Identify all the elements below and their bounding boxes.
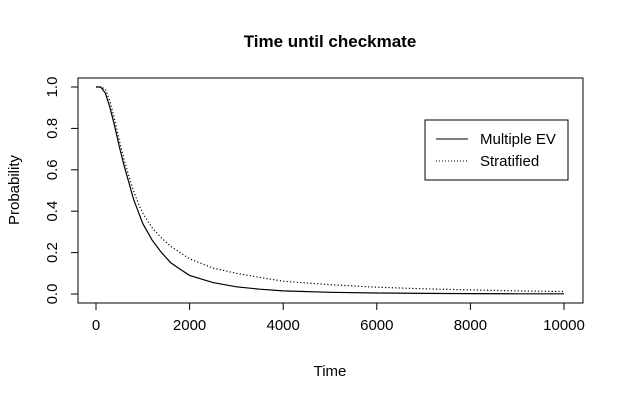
legend-box bbox=[424, 119, 569, 181]
x-tick-label: 0 bbox=[92, 317, 100, 334]
plot-area-frame bbox=[77, 77, 584, 304]
series-line-multiple-ev bbox=[96, 86, 564, 295]
chart-title: Time until checkmate bbox=[244, 32, 417, 51]
x-tick-label: 8000 bbox=[454, 317, 487, 334]
y-tick-label: 0.0 bbox=[44, 284, 61, 305]
series-line-stratified bbox=[96, 86, 565, 293]
legend-label-stratified: Stratified bbox=[480, 153, 539, 170]
y-tick-label: 0.4 bbox=[44, 201, 61, 222]
x-tick-label: 4000 bbox=[267, 317, 300, 334]
x-tick-label: 2000 bbox=[173, 317, 206, 334]
series-layer bbox=[96, 86, 565, 295]
legend-label-multiple-ev: Multiple EV bbox=[480, 131, 556, 148]
x-axis-label: Time bbox=[314, 363, 347, 380]
legend: Multiple EV Stratified bbox=[424, 119, 569, 181]
y-tick-label: 1.0 bbox=[44, 77, 61, 98]
y-tick-label: 0.6 bbox=[44, 159, 61, 180]
x-axis: 0 2000 4000 6000 8000 10000 bbox=[92, 303, 585, 334]
x-tick-label: 10000 bbox=[543, 317, 585, 334]
y-axis-label: Probability bbox=[6, 154, 23, 225]
y-tick-label: 0.8 bbox=[44, 118, 61, 139]
y-tick-label: 0.2 bbox=[44, 242, 61, 263]
y-axis: 0.0 0.2 0.4 0.6 0.8 1.0 bbox=[44, 77, 78, 305]
x-tick-label: 6000 bbox=[360, 317, 393, 334]
